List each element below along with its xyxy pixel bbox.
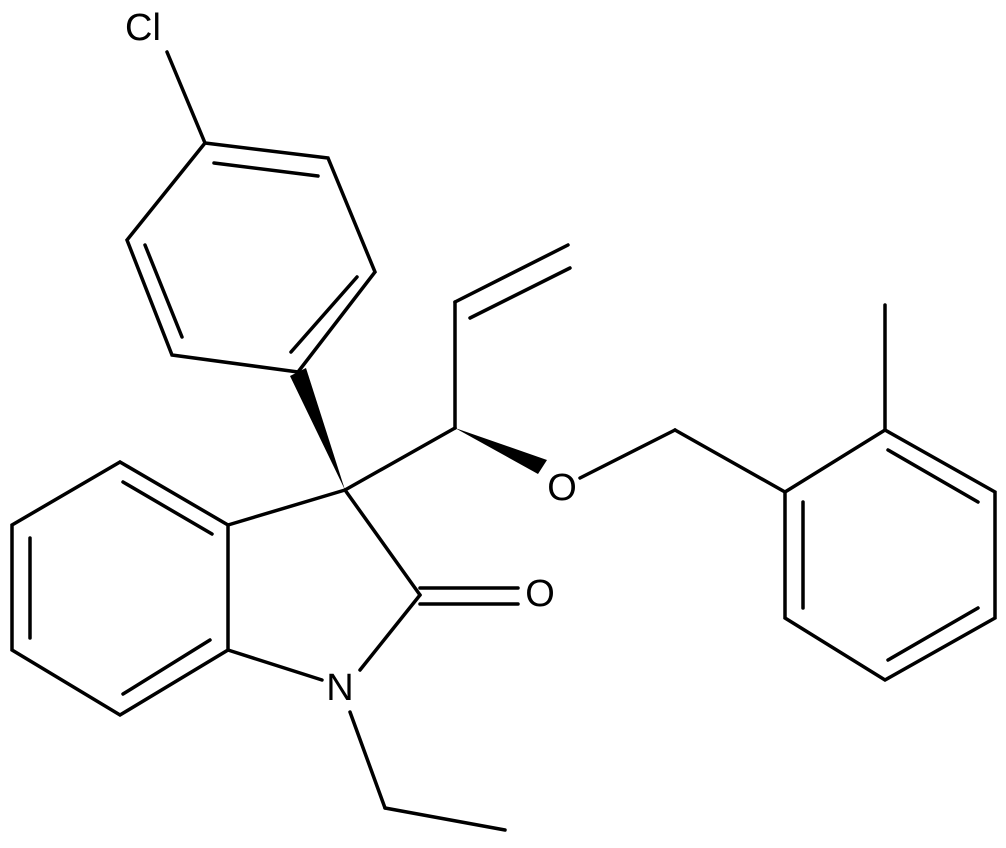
atom-label: N [326,667,353,709]
atom-label: Cl [125,7,161,49]
wedge-bond [455,428,547,474]
bonds [10,50,997,832]
atom-label: O [525,573,555,615]
atom-label: O [547,467,577,509]
wedge-bond [290,368,345,490]
